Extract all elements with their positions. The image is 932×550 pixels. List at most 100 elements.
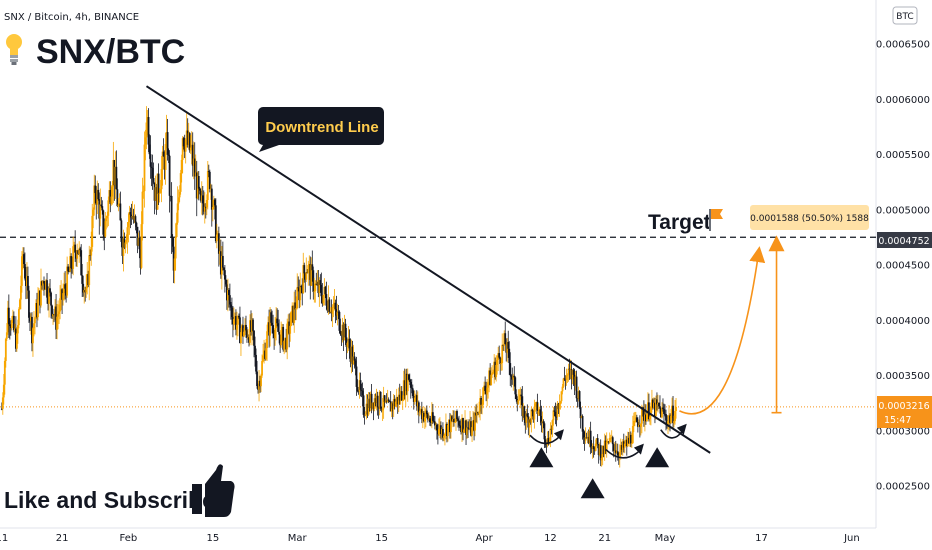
- candle-body: [493, 361, 496, 373]
- currency-badge[interactable]: [892, 6, 918, 25]
- candle-body: [104, 221, 107, 237]
- candle-body: [376, 395, 379, 408]
- candle-body: [197, 176, 200, 189]
- candle-body: [67, 266, 70, 272]
- candle-body: [82, 283, 85, 293]
- candle-body: [281, 326, 284, 331]
- candle-body: [447, 424, 449, 437]
- candle-body: [71, 268, 74, 269]
- candle-body: [403, 380, 406, 396]
- candle-body: [592, 446, 595, 450]
- candle-body: [372, 402, 375, 409]
- candle-body: [16, 325, 19, 334]
- candle-body: [599, 445, 602, 461]
- candle-body: [209, 188, 212, 190]
- candle-body: [544, 439, 547, 443]
- candle-body: [636, 422, 639, 427]
- candle-body: [669, 415, 671, 423]
- candle-body: [434, 424, 437, 426]
- candle-body: [62, 293, 65, 300]
- candle-body: [116, 189, 119, 207]
- target-price-tag-text: 0.0004752: [878, 236, 929, 247]
- candle-body: [244, 324, 246, 332]
- candle-body: [315, 283, 318, 285]
- candle-body: [319, 280, 322, 285]
- candle-body: [51, 305, 53, 317]
- current-price-tag[interactable]: 0.0003216 15:47: [877, 396, 932, 428]
- candle-body: [129, 211, 132, 215]
- candle-body: [37, 299, 39, 318]
- candle-body: [154, 187, 157, 201]
- candle-body: [383, 395, 386, 403]
- candle-body: [53, 314, 55, 316]
- candle-body: [653, 402, 655, 408]
- candle-body: [656, 399, 658, 405]
- target-price-tag[interactable]: 0.0004752: [877, 232, 932, 248]
- candle-body: [39, 290, 41, 306]
- candle-body: [643, 414, 646, 421]
- candle-body: [293, 302, 296, 323]
- candle-body: [652, 399, 654, 408]
- candle-body: [603, 440, 606, 455]
- candle-body: [103, 234, 106, 237]
- price-axis[interactable]: [876, 0, 932, 550]
- candle-body: [205, 200, 208, 208]
- candle-body: [286, 323, 289, 350]
- candle-body: [449, 419, 451, 433]
- candle-body: [488, 370, 491, 383]
- x-tick-label: 15: [206, 533, 219, 544]
- candle-body: [294, 302, 297, 310]
- candle-body: [15, 333, 18, 349]
- candle-body: [624, 439, 627, 444]
- candle-body: [265, 348, 267, 359]
- target-box[interactable]: [750, 205, 869, 230]
- candle-body: [297, 287, 300, 289]
- candle-body: [600, 457, 603, 461]
- y-tick-label: 0.0002500: [876, 482, 930, 493]
- x-tick-label: Feb: [120, 533, 138, 544]
- candle-body: [187, 133, 190, 145]
- candle-body: [533, 406, 536, 420]
- candle-body: [17, 309, 20, 326]
- candle-body: [275, 318, 278, 329]
- candle-body: [321, 296, 324, 304]
- candle-body: [153, 182, 156, 201]
- candle-body: [506, 341, 509, 353]
- candle-body: [352, 356, 355, 364]
- candle-body: [623, 443, 626, 448]
- candle-body: [377, 407, 380, 409]
- candle-body: [466, 427, 468, 435]
- overlays: [145, 85, 785, 499]
- candle-body: [40, 281, 42, 306]
- candle-body: [400, 391, 403, 401]
- candle-body: [478, 411, 480, 414]
- candle-body: [601, 445, 604, 458]
- candle-body: [166, 132, 169, 155]
- candle-body: [257, 385, 259, 390]
- candle-body: [540, 416, 543, 423]
- candle-body: [235, 316, 237, 330]
- big-title: SNX/BTC: [36, 33, 185, 71]
- candle-body: [70, 256, 73, 269]
- candle-body: [644, 414, 647, 422]
- candle-body: [90, 246, 93, 256]
- candle-body: [194, 172, 197, 177]
- candle-body: [114, 166, 117, 186]
- candle-body: [667, 420, 669, 426]
- candle-body: [551, 420, 554, 430]
- downtrend-label[interactable]: Downtrend Line: [258, 107, 384, 152]
- candle-body: [311, 264, 314, 271]
- candle-body: [99, 204, 102, 219]
- candle-body: [118, 203, 121, 205]
- currency-badge-text: BTC: [896, 12, 913, 22]
- candle-body: [370, 393, 373, 409]
- candle-body: [396, 397, 399, 405]
- candle-body: [448, 419, 450, 425]
- candle-body: [528, 419, 531, 428]
- candle-body: [13, 328, 16, 331]
- candle-body: [212, 199, 215, 208]
- candle-body: [108, 190, 111, 201]
- candle-body: [414, 395, 417, 398]
- candle-body: [162, 151, 165, 157]
